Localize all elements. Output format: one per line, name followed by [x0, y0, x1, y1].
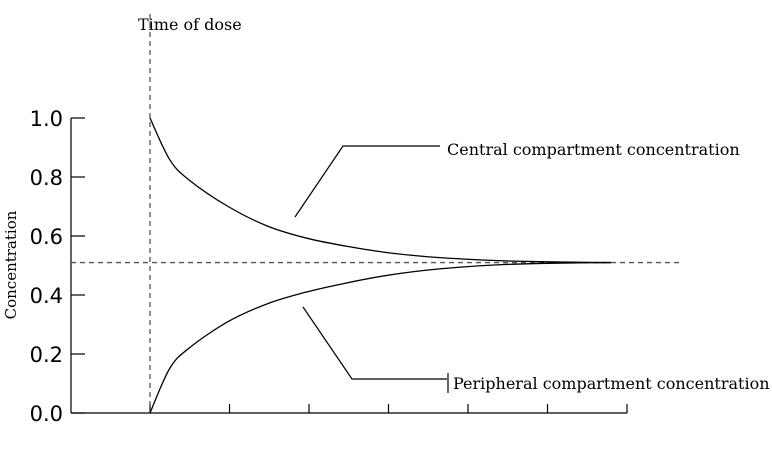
central-series-label: Central compartment concentration [447, 140, 740, 159]
annotations: Central compartment concentration Periphe… [294, 140, 770, 393]
peripheral-curve [149, 261, 612, 414]
y-axis-label: Concentration [2, 210, 20, 319]
y-tick-label: 0.2 [30, 343, 63, 367]
peripheral-series-label: Peripheral compartment concentration [453, 374, 770, 393]
guides [71, 14, 683, 413]
y-tick-label: 0.0 [30, 402, 63, 426]
y-tick-label: 0.4 [30, 284, 63, 308]
y-tick-label: 0.8 [30, 166, 63, 190]
y-ticks: 0.0 0.2 0.4 0.6 0.8 1.0 [30, 107, 85, 426]
x-ticks [149, 404, 628, 413]
axes [70, 118, 627, 414]
dose-label: Time of dose [138, 15, 242, 34]
central-curve [149, 117, 612, 264]
central-leader-line [294, 145, 440, 218]
peripheral-leader-line [302, 306, 447, 380]
y-tick-label: 1.0 [30, 107, 63, 131]
series [149, 117, 612, 414]
y-tick-label: 0.6 [30, 225, 63, 249]
